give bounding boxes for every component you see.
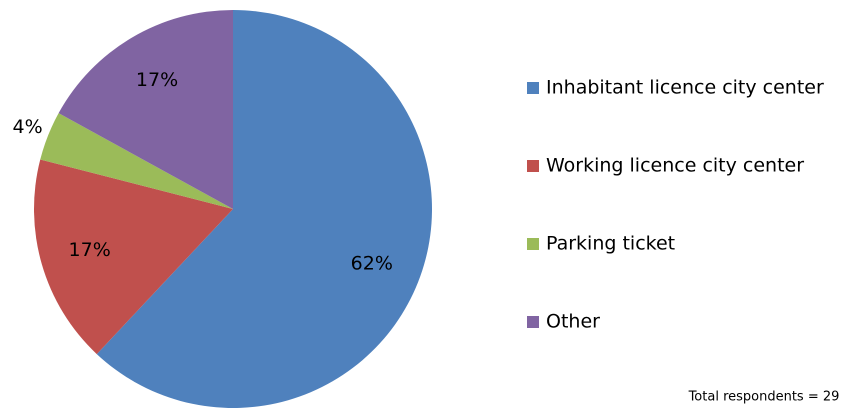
annotation: Total respondents = 29: [688, 390, 840, 405]
legend-swatch: [527, 316, 539, 328]
pie-slice: [58, 10, 233, 209]
pie-slice: [40, 113, 233, 209]
data-label: 4%: [13, 116, 43, 138]
legend-label: Working licence city center: [546, 155, 804, 177]
legend-swatch: [527, 160, 539, 172]
legend-label: Other: [546, 311, 600, 333]
legend-label: Inhabitant licence city center: [546, 77, 824, 99]
legend-label: Parking ticket: [546, 233, 675, 255]
pie-slice: [96, 10, 433, 408]
legend-swatch: [527, 82, 539, 94]
pie-slice: [34, 159, 233, 355]
data-label: 17%: [69, 239, 111, 261]
legend-swatch: [527, 238, 539, 250]
data-label: 17%: [136, 69, 178, 91]
data-label: 62%: [351, 252, 393, 274]
